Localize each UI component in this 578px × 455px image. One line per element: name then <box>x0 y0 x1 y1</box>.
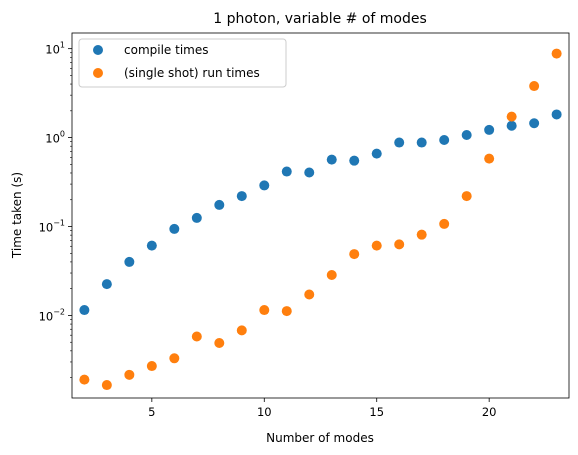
x-tick-label: 20 <box>482 405 497 419</box>
x-tick-label: 10 <box>257 405 272 419</box>
point-run-time <box>394 239 404 249</box>
plot-area <box>72 33 569 398</box>
point-compile-time <box>304 168 314 178</box>
point-compile-time <box>552 109 562 119</box>
y-axis-label: Time taken (s) <box>10 172 24 259</box>
point-compile-time <box>237 191 247 201</box>
point-compile-time <box>394 138 404 148</box>
point-run-time <box>124 370 134 380</box>
point-compile-time <box>79 305 89 315</box>
point-run-time <box>169 353 179 363</box>
point-compile-time <box>192 213 202 223</box>
point-run-time <box>147 361 157 371</box>
point-run-time <box>102 380 112 390</box>
point-run-time <box>214 338 224 348</box>
legend-label-compile-times: compile times <box>124 43 208 57</box>
point-run-time <box>484 154 494 164</box>
x-tick-label: 5 <box>148 405 155 419</box>
point-run-time <box>237 325 247 335</box>
point-run-time <box>304 290 314 300</box>
point-compile-time <box>417 138 427 148</box>
point-compile-time <box>372 149 382 159</box>
legend-marker-run-times <box>93 68 103 78</box>
point-run-time <box>529 81 539 91</box>
point-run-time <box>327 270 337 280</box>
y-tick-label: 100 <box>45 130 65 146</box>
point-run-time <box>507 112 517 122</box>
point-compile-time <box>529 118 539 128</box>
point-compile-time <box>507 121 517 131</box>
x-axis-label: Number of modes <box>266 431 374 445</box>
point-compile-time <box>124 257 134 267</box>
point-compile-time <box>259 180 269 190</box>
point-run-time <box>79 375 89 385</box>
point-compile-time <box>462 130 472 140</box>
point-compile-time <box>169 224 179 234</box>
point-compile-time <box>349 156 359 166</box>
data-points <box>79 49 561 390</box>
x-axis: 5 10 15 20 <box>148 398 496 419</box>
y-tick-label: 10−2 <box>39 307 65 323</box>
point-compile-time <box>484 125 494 135</box>
point-run-time <box>462 191 472 201</box>
point-compile-time <box>147 241 157 251</box>
x-tick-label: 15 <box>369 405 384 419</box>
point-compile-time <box>327 155 337 165</box>
point-run-time <box>417 230 427 240</box>
point-run-time <box>259 305 269 315</box>
point-run-time <box>282 306 292 316</box>
point-run-time <box>552 49 562 59</box>
point-compile-time <box>282 167 292 177</box>
y-tick-label: 101 <box>45 41 65 57</box>
y-tick-label: 10−1 <box>39 219 65 235</box>
legend-marker-compile-times <box>93 45 103 55</box>
point-compile-time <box>214 200 224 210</box>
y-axis: 10−2 10−1 100 101 <box>39 41 72 378</box>
legend: compile times (single shot) run times <box>79 39 286 87</box>
chart-title: 1 photon, variable # of modes <box>213 11 427 27</box>
point-compile-time <box>102 279 112 289</box>
point-run-time <box>439 219 449 229</box>
point-run-time <box>192 331 202 341</box>
point-run-time <box>372 241 382 251</box>
legend-label-run-times: (single shot) run times <box>124 66 260 80</box>
point-run-time <box>349 249 359 259</box>
point-compile-time <box>439 135 449 145</box>
